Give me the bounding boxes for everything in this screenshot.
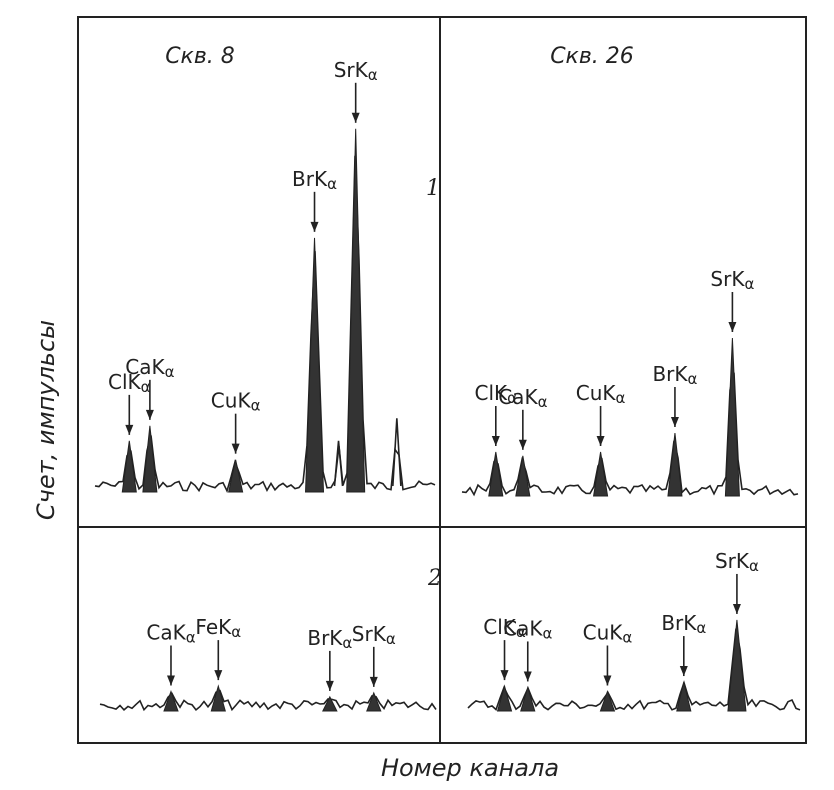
peak-0-1: [142, 425, 158, 493]
peak-label-3-3: BrKα: [661, 611, 706, 637]
peak-arrowhead-3-1: [523, 671, 532, 682]
row-label-0: 1: [426, 176, 440, 201]
peak-1-4: [724, 337, 740, 497]
spectrum-line-0: [94, 155, 436, 494]
peak-label-2-0: CaKα: [146, 621, 195, 647]
peak-arrowhead-1-3: [670, 417, 679, 427]
peak-2-0: [163, 690, 179, 712]
peak-label-0-3: BrKα: [292, 167, 337, 193]
peak-arrowhead-0-4: [351, 112, 360, 123]
peak-3-1: [520, 685, 536, 712]
peak-arrowhead-0-3: [310, 221, 319, 232]
peak-arrowhead-1-1: [518, 439, 527, 450]
peak-arrowhead-3-2: [603, 675, 612, 686]
figure-frame: [77, 16, 807, 744]
peak-0-4: [346, 128, 366, 493]
extra-peak-0-1: [392, 418, 402, 487]
peak-label-1-3: BrKα: [652, 362, 697, 388]
peak-arrowhead-2-2: [325, 680, 334, 691]
spectrum-line-2: [99, 689, 437, 712]
peak-arrowhead-2-0: [166, 675, 175, 686]
peak-label-2-2: BrKα: [307, 626, 352, 652]
peak-3-4: [727, 619, 747, 712]
peak-1-3: [667, 432, 683, 497]
peak-0-2: [228, 459, 244, 493]
peak-3-2: [599, 690, 616, 712]
peak-arrowhead-3-0: [500, 670, 509, 681]
peak-1-0: [488, 451, 504, 497]
peak-label-2-3: SrKα: [352, 622, 396, 648]
peak-0-3: [305, 237, 325, 493]
peak-arrowhead-2-3: [369, 676, 378, 687]
peak-1-2: [592, 451, 609, 497]
peak-3-3: [676, 681, 692, 712]
peak-arrowhead-1-4: [728, 322, 737, 332]
peak-label-0-4: SrKα: [334, 58, 378, 84]
peak-label-1-2: CuKα: [576, 381, 626, 407]
peak-label-0-1: CaKα: [125, 355, 174, 381]
row-label-1: 2: [427, 566, 442, 591]
x-axis-label: Номер канала: [381, 754, 559, 782]
peak-2-1: [210, 684, 226, 712]
peak-arrowhead-2-1: [214, 670, 223, 681]
peak-0-0: [121, 440, 137, 493]
peak-1-1: [515, 455, 531, 497]
peak-2-3: [366, 691, 382, 712]
spectrum-line-3: [467, 628, 801, 712]
peak-2-2: [322, 695, 338, 712]
peak-arrowhead-3-3: [679, 666, 688, 677]
peak-3-0: [496, 684, 513, 712]
peak-arrowhead-0-1: [145, 409, 154, 420]
peak-label-3-2: CuKα: [583, 621, 633, 647]
column-title-1: Скв. 26: [550, 44, 634, 69]
spectrum-line-1: [461, 372, 799, 497]
peak-label-2-1: FeKα: [195, 615, 241, 641]
peak-arrowhead-3-4: [732, 603, 741, 614]
peak-arrowhead-0-0: [125, 424, 134, 435]
extra-peak-0-0: [333, 440, 344, 487]
peak-arrowhead-1-2: [596, 436, 605, 446]
column-title-0: Скв. 8: [165, 44, 235, 69]
peak-label-1-4: SrKα: [710, 267, 754, 293]
y-axis-label: Счет, импульсы: [32, 320, 60, 520]
peak-arrowhead-0-2: [231, 443, 240, 454]
peak-arrowhead-1-0: [491, 436, 500, 446]
peak-label-1-1: CaKα: [498, 385, 547, 411]
peak-label-0-2: CuKα: [211, 389, 261, 415]
peak-label-3-4: SrKα: [715, 549, 759, 575]
peak-label-3-1: CaKα: [503, 616, 552, 642]
